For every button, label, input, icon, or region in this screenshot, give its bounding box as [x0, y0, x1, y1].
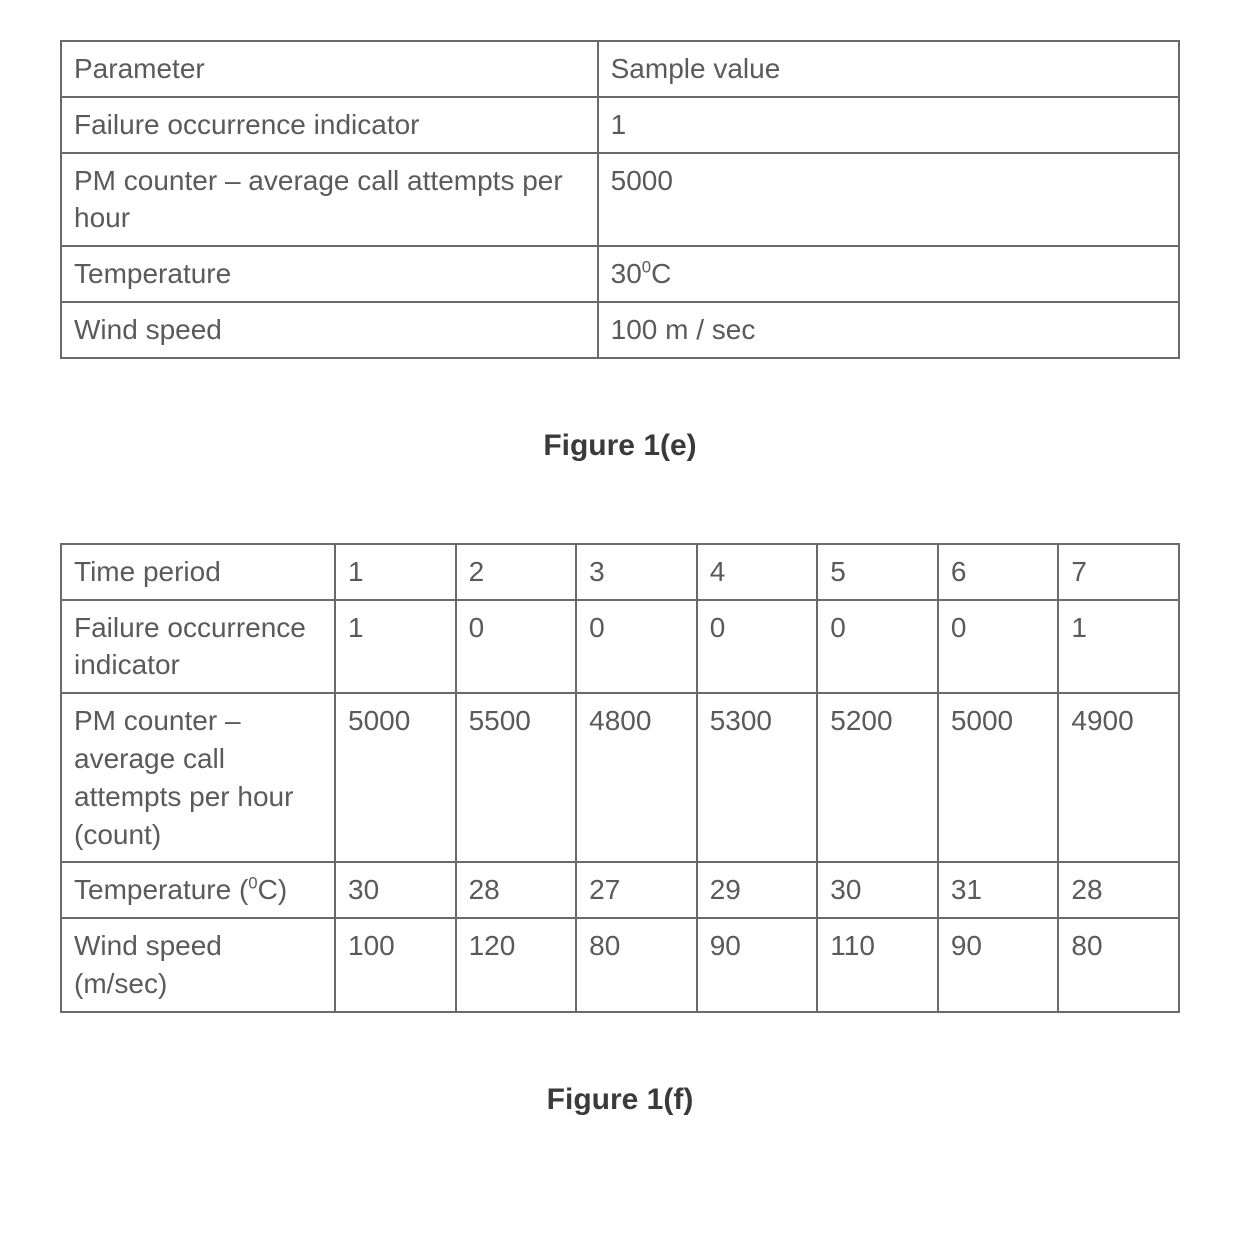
- value-cell: 100 m / sec: [598, 302, 1179, 358]
- value-cell: 5500: [456, 693, 577, 862]
- value-cell: 28: [1058, 862, 1179, 918]
- table-row: Time period 1 2 3 4 5 6 7: [61, 544, 1179, 600]
- value-cell: 300C: [598, 246, 1179, 302]
- value-cell: 100: [335, 918, 456, 1012]
- parameter-sample-table: Parameter Sample value Failure occurrenc…: [60, 40, 1180, 359]
- value-cell: 90: [938, 918, 1059, 1012]
- row-label: PM counter – average call attempts per h…: [61, 693, 335, 862]
- value-cell: 4800: [576, 693, 697, 862]
- value-cell: 31: [938, 862, 1059, 918]
- param-cell: Wind speed: [61, 302, 598, 358]
- table-row: PM counter – average call attempts per h…: [61, 153, 1179, 247]
- time-period-table: Time period 1 2 3 4 5 6 7 Failure occurr…: [60, 543, 1180, 1013]
- column-header: 1: [335, 544, 456, 600]
- row-label: Failure occurrence indicator: [61, 600, 335, 694]
- row-label: Wind speed (m/sec): [61, 918, 335, 1012]
- column-header: Parameter: [61, 41, 598, 97]
- value-cell: 4900: [1058, 693, 1179, 862]
- param-cell: Failure occurrence indicator: [61, 97, 598, 153]
- value-cell: 5000: [335, 693, 456, 862]
- table-row: Temperature (0C) 30 28 27 29 30 31 28: [61, 862, 1179, 918]
- table-row: Failure occurrence indicator 1: [61, 97, 1179, 153]
- value-cell: 30: [335, 862, 456, 918]
- column-header: 2: [456, 544, 577, 600]
- table-row: Parameter Sample value: [61, 41, 1179, 97]
- value-cell: 30: [817, 862, 938, 918]
- table-row: Failure occurrence indicator 1 0 0 0 0 0…: [61, 600, 1179, 694]
- value-cell: 28: [456, 862, 577, 918]
- figure-caption-1f: Figure 1(f): [60, 1083, 1180, 1117]
- column-header: 5: [817, 544, 938, 600]
- column-header: 3: [576, 544, 697, 600]
- table-row: Temperature 300C: [61, 246, 1179, 302]
- value-cell: 80: [1058, 918, 1179, 1012]
- table-row: PM counter – average call attempts per h…: [61, 693, 1179, 862]
- value-cell: 90: [697, 918, 818, 1012]
- param-cell: Temperature: [61, 246, 598, 302]
- figure-caption-1e: Figure 1(e): [60, 429, 1180, 463]
- value-cell: 5000: [938, 693, 1059, 862]
- value-cell: 80: [576, 918, 697, 1012]
- column-header: Sample value: [598, 41, 1179, 97]
- value-cell: 1: [598, 97, 1179, 153]
- column-header: 6: [938, 544, 1059, 600]
- value-cell: 0: [817, 600, 938, 694]
- param-cell: PM counter – average call attempts per h…: [61, 153, 598, 247]
- column-header: Time period: [61, 544, 335, 600]
- value-cell: 1: [335, 600, 456, 694]
- column-header: 4: [697, 544, 818, 600]
- value-cell: 5300: [697, 693, 818, 862]
- value-cell: 0: [697, 600, 818, 694]
- value-cell: 29: [697, 862, 818, 918]
- value-cell: 120: [456, 918, 577, 1012]
- table-row: Wind speed (m/sec) 100 120 80 90 110 90 …: [61, 918, 1179, 1012]
- row-label: Temperature (0C): [61, 862, 335, 918]
- column-header: 7: [1058, 544, 1179, 600]
- value-cell: 0: [456, 600, 577, 694]
- value-cell: 0: [938, 600, 1059, 694]
- value-cell: 1: [1058, 600, 1179, 694]
- value-cell: 0: [576, 600, 697, 694]
- value-cell: 5200: [817, 693, 938, 862]
- value-cell: 27: [576, 862, 697, 918]
- value-cell: 5000: [598, 153, 1179, 247]
- table-row: Wind speed 100 m / sec: [61, 302, 1179, 358]
- value-cell: 110: [817, 918, 938, 1012]
- page-container: Parameter Sample value Failure occurrenc…: [60, 40, 1180, 1117]
